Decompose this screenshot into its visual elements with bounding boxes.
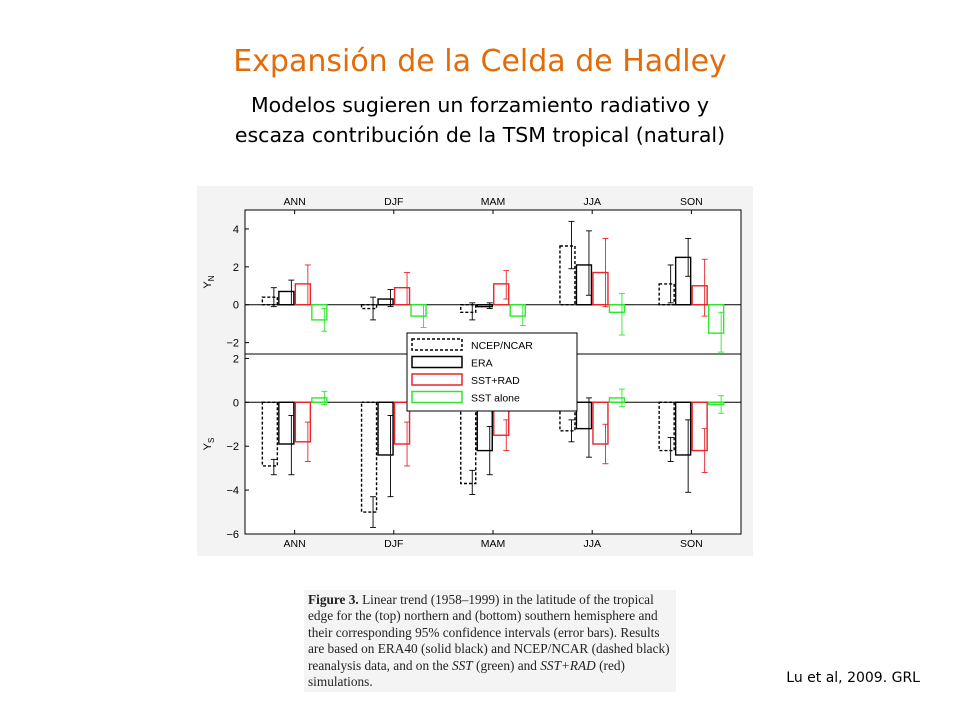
bar-sst-rad	[294, 283, 312, 306]
caption-text-2: (green) and	[472, 657, 541, 673]
bar-sst-rad	[592, 401, 609, 445]
legend-swatch	[411, 355, 463, 369]
y-axis-label: YN	[202, 275, 216, 288]
y-axis-label-subscript: N	[207, 275, 216, 281]
bar-ncep-ncar	[261, 401, 279, 467]
bar-era	[377, 298, 394, 306]
legend-box	[406, 332, 578, 412]
category-label-top: DJF	[384, 196, 403, 208]
bar-era	[278, 290, 295, 306]
category-label-bottom: ANN	[284, 538, 306, 550]
bar-sst-alone	[311, 304, 328, 321]
category-label-bottom: DJF	[384, 538, 403, 550]
bar-ncep-ncar	[261, 296, 279, 306]
hadley-trend-chart: ANN ANN DJF DJF MAM MAM JJA JJA SON SON −2 0 2 4 YN −6 −…	[202, 196, 742, 550]
legend-label: SST alone	[471, 393, 520, 405]
category-label-top: SON	[680, 196, 703, 208]
bar-ncep-ncar	[658, 283, 675, 306]
bar-ncep-ncar	[360, 401, 378, 513]
y-tick-label: 2	[233, 262, 239, 274]
caption-label: Figure 3.	[308, 592, 359, 607]
y-tick-label: 0	[233, 300, 239, 312]
citation: Lu et al, 2009. GRL	[786, 670, 920, 686]
category-label-bottom: SON	[680, 538, 703, 550]
bar-era	[278, 401, 295, 445]
category-label-top: MAM	[481, 196, 506, 208]
y-tick-label: 2	[233, 353, 239, 365]
legend-swatch	[411, 338, 463, 351]
y-tick-label: −2	[226, 338, 239, 350]
bar-sst-alone	[311, 397, 328, 403]
y-tick-label: −4	[226, 485, 239, 497]
bar-ncep-ncar	[360, 304, 378, 310]
y-tick-label: −2	[226, 441, 239, 453]
caption-sst: SST	[452, 657, 473, 673]
bar-ncep-ncar	[658, 401, 675, 452]
y-axis-label: YS	[202, 438, 216, 451]
category-label-top: ANN	[284, 196, 306, 208]
bar-ncep-ncar	[460, 304, 477, 314]
bar-ncep-ncar	[559, 245, 576, 306]
figure-panel: ANN ANN DJF DJF MAM MAM JJA JJA SON SON −2 0 2 4 YN −6 −…	[197, 186, 753, 556]
legend-label: SST+RAD	[471, 375, 520, 387]
bar-sst-alone	[410, 304, 427, 317]
bar-sst-alone	[608, 397, 626, 403]
bar-sst-rad	[691, 285, 708, 306]
legend-label: ERA	[471, 358, 493, 370]
bar-sst-alone	[707, 401, 725, 406]
y-tick-label: 4	[233, 224, 239, 236]
y-tick-label: −6	[226, 529, 239, 541]
bar-sst-rad	[493, 283, 510, 306]
bar-era	[674, 256, 692, 306]
legend-label: NCEP/NCAR	[471, 340, 533, 352]
slide-subtitle: Modelos sugieren un forzamiento radiativ…	[0, 90, 960, 150]
subtitle-line-2: escaza contribución de la TSM tropical (…	[234, 123, 726, 147]
bar-sst-rad	[393, 286, 411, 306]
bar-sst-rad	[592, 271, 609, 306]
y-tick-label: 0	[233, 397, 239, 409]
bar-era	[674, 401, 692, 456]
category-label-bottom: JJA	[583, 538, 601, 550]
legend-swatch	[411, 373, 463, 386]
category-label-top: JJA	[583, 196, 601, 208]
caption-text-3: (red) simulations.	[308, 657, 625, 690]
bar-era	[575, 401, 593, 430]
bar-era	[476, 304, 493, 308]
caption-sstrad: SST+RAD	[540, 657, 596, 673]
bar-sst-alone	[608, 304, 626, 314]
category-label-bottom: MAM	[481, 538, 506, 550]
bar-sst-rad	[393, 401, 411, 445]
slide-title: Expansión de la Celda de Hadley	[233, 44, 727, 79]
legend-swatch	[411, 390, 463, 404]
y-axis-label-subscript: S	[207, 438, 216, 443]
bar-sst-rad	[691, 401, 708, 452]
bar-sst-alone	[707, 304, 725, 334]
figure-caption: Figure 3. Linear trend (1958–1999) in th…	[304, 590, 676, 693]
subtitle-line-1: Modelos sugieren un forzamiento radiativ…	[250, 93, 710, 117]
bar-era	[575, 264, 593, 306]
caption-text-1: Linear trend (1958–1999) in the latitude…	[308, 592, 670, 673]
bar-era	[377, 401, 394, 456]
bar-sst-alone	[509, 304, 526, 317]
